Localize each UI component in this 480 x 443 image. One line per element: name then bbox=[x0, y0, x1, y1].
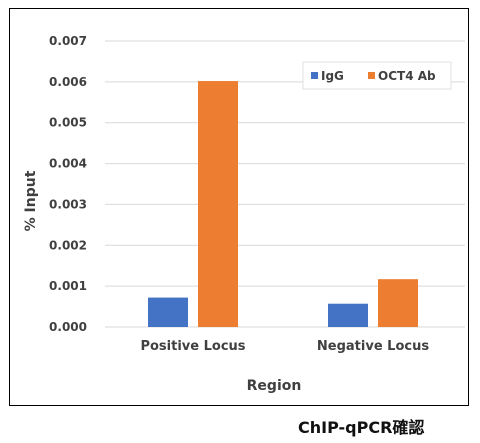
y-tick-label: 0.006 bbox=[49, 75, 87, 89]
legend-swatch bbox=[311, 72, 318, 79]
x-axis-categories: Positive Locus Negative Locus bbox=[140, 339, 429, 354]
bars bbox=[148, 81, 418, 327]
bar-oct4-ab bbox=[198, 81, 238, 327]
y-axis-ticks: 0.000 0.001 0.002 0.003 0.004 0.005 0.006 0.007 bbox=[49, 34, 87, 334]
y-tick-label: 0.005 bbox=[49, 116, 87, 130]
y-tick-label: 0.004 bbox=[49, 157, 87, 171]
y-tick-label: 0.003 bbox=[49, 197, 87, 211]
legend-swatch bbox=[368, 72, 375, 79]
x-category-label: Positive Locus bbox=[140, 339, 245, 354]
chart-frame: 0.000 0.001 0.002 0.003 0.004 0.005 0.006 0.007… bbox=[9, 8, 469, 406]
figure-caption: ChIP-qPCR確認 bbox=[298, 418, 425, 437]
bar-igg bbox=[328, 303, 368, 327]
y-tick-label: 0.000 bbox=[49, 320, 87, 334]
legend-box bbox=[302, 61, 452, 90]
x-axis-title: Region bbox=[247, 378, 302, 394]
y-tick-label: 0.002 bbox=[49, 238, 87, 252]
y-tick-label: 0.001 bbox=[49, 279, 87, 293]
legend-label: OCT4 Ab bbox=[378, 69, 436, 83]
bar-oct4-ab bbox=[378, 279, 418, 327]
bar-igg bbox=[148, 297, 188, 327]
y-axis-title: % Input bbox=[23, 170, 39, 231]
y-tick-label: 0.007 bbox=[49, 34, 87, 48]
legend-label: IgG bbox=[321, 69, 344, 83]
legend: IgG OCT4 Ab bbox=[302, 61, 452, 90]
gridlines bbox=[105, 40, 465, 328]
bar-chart: 0.000 0.001 0.002 0.003 0.004 0.005 0.006 0.007… bbox=[23, 34, 465, 394]
x-category-label: Negative Locus bbox=[317, 339, 429, 354]
